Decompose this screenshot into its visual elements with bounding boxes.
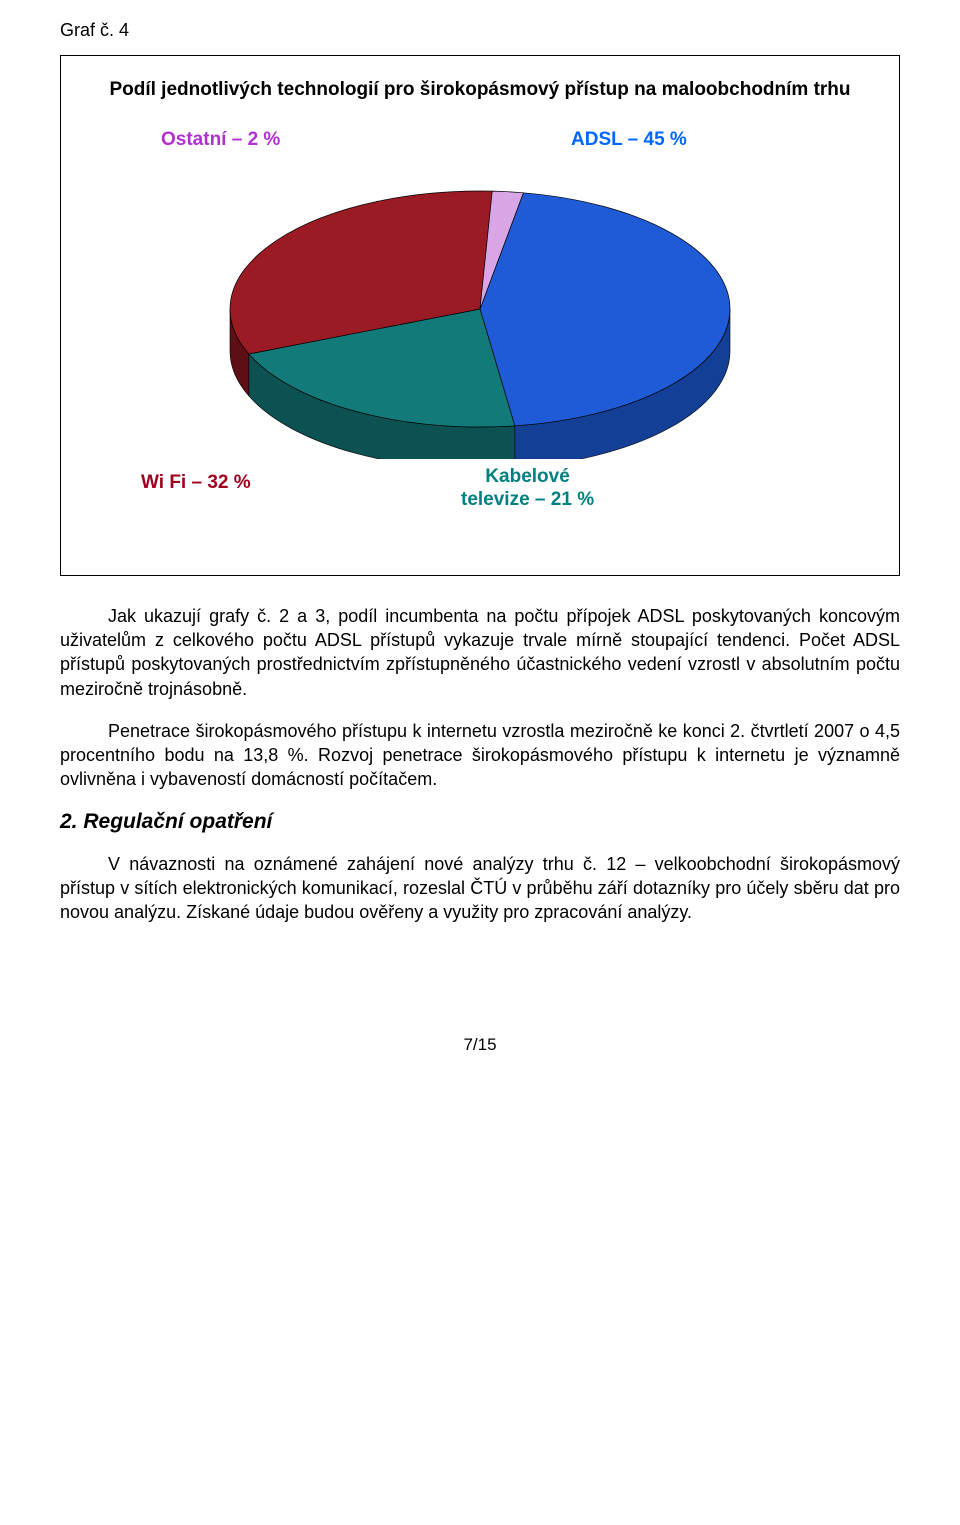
paragraph-1: Jak ukazují grafy č. 2 a 3, podíl incumb… [60, 604, 900, 701]
paragraph-3: V návaznosti na oznámené zahájení nové a… [60, 852, 900, 925]
section-heading: 2. Regulační opatření [60, 810, 900, 834]
chart-top-labels: Ostatní – 2 % ADSL – 45 % [81, 129, 879, 163]
chart-title: Podíl jednotlivých technologií pro širok… [81, 78, 879, 103]
slice-label-ostatni: Ostatní – 2 % [161, 129, 280, 151]
slice-label-wifi: Wi Fi – 32 % [141, 471, 251, 495]
page-number: 7/15 [60, 1035, 900, 1055]
slice-label-kabel-line2: televize – 21 % [461, 489, 594, 510]
chart-bottom-labels: Wi Fi – 32 % Kabelové televize – 21 % [81, 465, 879, 535]
slice-label-kabel: Kabelové televize – 21 % [461, 465, 594, 513]
slice-label-adsl: ADSL – 45 % [571, 129, 687, 151]
chart-container: Podíl jednotlivých technologií pro širok… [60, 55, 900, 576]
pie-chart [81, 169, 879, 459]
paragraph-2: Penetrace širokopásmového přístupu k int… [60, 719, 900, 792]
figure-number: Graf č. 4 [60, 20, 900, 41]
slice-label-kabel-line1: Kabelové [485, 466, 569, 487]
